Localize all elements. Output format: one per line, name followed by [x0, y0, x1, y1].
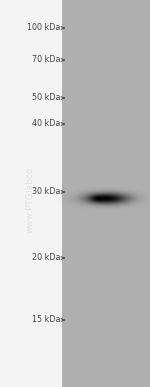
- Text: 30 kDa: 30 kDa: [32, 187, 60, 197]
- Text: 50 kDa: 50 kDa: [32, 94, 60, 103]
- Text: 70 kDa: 70 kDa: [32, 55, 60, 65]
- Text: 20 kDa: 20 kDa: [32, 253, 60, 262]
- Text: 100 kDa: 100 kDa: [27, 24, 60, 33]
- Text: 40 kDa: 40 kDa: [32, 120, 60, 128]
- Text: www.PTGlabco: www.PTGlabco: [26, 167, 34, 233]
- Text: 15 kDa: 15 kDa: [32, 315, 60, 325]
